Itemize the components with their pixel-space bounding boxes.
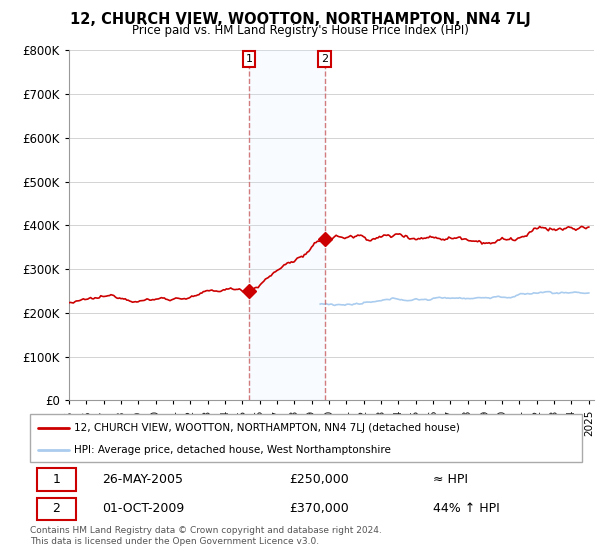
Text: Price paid vs. HM Land Registry's House Price Index (HPI): Price paid vs. HM Land Registry's House …	[131, 24, 469, 36]
Text: £370,000: £370,000	[289, 502, 349, 515]
Text: HPI: Average price, detached house, West Northamptonshire: HPI: Average price, detached house, West…	[74, 445, 391, 455]
Bar	[249, 50, 325, 400]
FancyBboxPatch shape	[37, 498, 76, 520]
Text: £250,000: £250,000	[289, 473, 349, 486]
Text: 01-OCT-2009: 01-OCT-2009	[102, 502, 184, 515]
Text: 26-MAY-2005: 26-MAY-2005	[102, 473, 183, 486]
Text: 1: 1	[245, 54, 253, 64]
Text: 12, CHURCH VIEW, WOOTTON, NORTHAMPTON, NN4 7LJ: 12, CHURCH VIEW, WOOTTON, NORTHAMPTON, N…	[70, 12, 530, 27]
Text: Contains HM Land Registry data © Crown copyright and database right 2024.
This d: Contains HM Land Registry data © Crown c…	[30, 526, 382, 546]
Text: ≈ HPI: ≈ HPI	[433, 473, 468, 486]
Text: 2: 2	[321, 54, 328, 64]
Text: 12, CHURCH VIEW, WOOTTON, NORTHAMPTON, NN4 7LJ (detached house): 12, CHURCH VIEW, WOOTTON, NORTHAMPTON, N…	[74, 423, 460, 433]
Text: 1: 1	[53, 473, 61, 486]
Text: 2: 2	[53, 502, 61, 515]
FancyBboxPatch shape	[37, 468, 76, 491]
Text: 44% ↑ HPI: 44% ↑ HPI	[433, 502, 500, 515]
